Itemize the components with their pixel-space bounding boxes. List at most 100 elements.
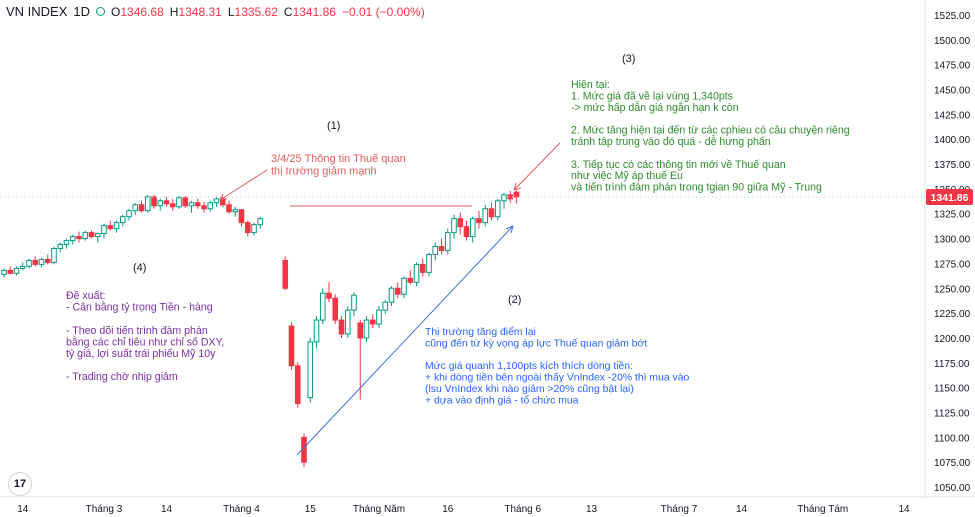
candle-body <box>357 322 364 339</box>
candle-body <box>432 246 439 255</box>
uptrend-line <box>296 225 514 456</box>
candle-body <box>7 269 14 274</box>
time-axis[interactable]: 14 Tháng 3 14 Tháng 4 15 Tháng Năm 16 Tháng 6 13… <box>17 504 910 515</box>
candle-body <box>201 205 207 210</box>
label-1-line: (1) <box>327 120 340 132</box>
candle-body <box>151 196 157 207</box>
candle-body <box>288 325 295 367</box>
candle-body <box>326 292 332 299</box>
time-tick-label: 15 <box>305 504 317 515</box>
time-tick-label: 14 <box>161 504 173 515</box>
recovery-note-line: cũng đến từ kỳ vọng áp lực Thuế quan giả… <box>425 337 647 349</box>
candle-body <box>119 216 126 224</box>
uptrend-arrowhead-icon <box>505 225 514 234</box>
proposal-note: Đề xuất: - Cân bằng tỷ trọng Tiền - hàng -… <box>66 290 224 383</box>
candle-body <box>63 240 70 246</box>
price-tick-label: 1200.00 <box>934 334 971 345</box>
candle-body <box>463 226 470 238</box>
current-note: Hiện tại: 1. Mức giá đã về lại vùng 1,340… <box>571 79 850 194</box>
current-note-line: và tiến trình đàm phán trong tgian 90 gi… <box>571 182 822 194</box>
candle-body <box>44 258 51 263</box>
proposal-note-line: - Theo dõi tiến trình đàm phán <box>66 325 208 337</box>
candle-body <box>363 319 370 339</box>
label-2-line: (2) <box>508 294 521 306</box>
current-note-line: 1. Mức giá đã về lại vùng 1,340pts <box>571 90 733 102</box>
recovery-note-line: Thị trường tăng điểm lại <box>425 326 536 338</box>
price-tick-label: 1325.00 <box>934 210 971 221</box>
high-value: 1348.31 <box>178 4 222 19</box>
low-label: L <box>227 4 235 19</box>
candle-body <box>13 267 20 274</box>
candle-body <box>257 218 264 226</box>
candle-body <box>213 198 220 204</box>
price-tick-label: 1075.00 <box>934 458 971 469</box>
price-tick-label: 1450.00 <box>934 85 971 96</box>
candle-body <box>207 202 214 210</box>
market-status-icon <box>96 7 106 16</box>
tradingview-logo-icon[interactable]: 17 <box>8 472 32 496</box>
candle-body <box>82 232 89 240</box>
candle-body <box>138 204 145 212</box>
candle-body <box>488 208 495 218</box>
candle-body <box>57 244 64 250</box>
interval-label[interactable]: 1D <box>73 4 91 19</box>
change-value: −0.01 (−0.00%) <box>341 4 425 19</box>
label-2: (2) <box>508 294 521 306</box>
candle-body <box>344 309 351 335</box>
tariff-arrow <box>219 169 268 201</box>
price-tick-label: 1500.00 <box>934 36 971 47</box>
price-tick-label: 1225.00 <box>934 309 971 320</box>
close-label: C <box>283 4 293 19</box>
candle-body <box>513 191 520 198</box>
time-tick-label: 13 <box>586 504 598 515</box>
price-tick-label: 1525.00 <box>934 11 971 22</box>
current-note-line: như việc Mỹ áp thuế Eu <box>571 170 683 182</box>
open-label: O <box>111 4 121 19</box>
candle-body <box>444 232 451 251</box>
price-tick-label: 1400.00 <box>934 135 971 146</box>
label-3: (3) <box>622 53 635 65</box>
tariff-arrowhead-icon <box>219 193 228 201</box>
price-tick-label: 1425.00 <box>934 110 971 121</box>
candle-body <box>407 277 414 283</box>
time-tick-label: 16 <box>442 504 454 515</box>
grid <box>0 0 975 498</box>
price-tick-label: 1250.00 <box>934 284 971 295</box>
proposal-note-line: Đề xuất: <box>66 290 105 302</box>
recovery-note-line: + khi dòng tiền bên ngoài thấy VnIndex -… <box>425 372 689 384</box>
time-tick-label: Tháng 7 <box>661 504 698 515</box>
candle-body <box>176 197 182 208</box>
candle-body <box>338 319 345 335</box>
current-arrowhead-icon <box>513 182 522 191</box>
recovery-note-line: + dựa vào định giá - tổ chức mua <box>425 394 579 406</box>
candle-body <box>501 194 507 202</box>
candle-body <box>451 218 457 234</box>
price-tick-label: 1150.00 <box>934 384 970 395</box>
low-value: 1335.62 <box>234 4 278 19</box>
open-value: 1346.68 <box>120 4 164 19</box>
recovery-note-line: Mức giá quanh 1,100pts kích thích dòng t… <box>425 360 633 372</box>
price-axis[interactable]: 1050.00 1075.00 1100.00 1125.00 1150.00 1175.… <box>926 11 973 494</box>
candle-body <box>188 202 195 207</box>
candle-body <box>182 197 189 207</box>
candle-body <box>69 236 76 242</box>
time-tick-label: Tháng Năm <box>353 504 405 515</box>
candle-body <box>382 301 389 311</box>
candle-body <box>1 269 7 275</box>
symbol-name[interactable]: VN INDEX <box>6 4 68 19</box>
recovery-note: Thị trường tăng điểm lại cũng đến từ kỳ v… <box>425 326 689 406</box>
candle-body <box>144 196 151 212</box>
label-4-line: (4) <box>133 262 146 274</box>
candle-body <box>76 236 82 240</box>
recovery-note-line: (lsu VnIndex khi nào giảm >20% cũng bật … <box>425 384 634 395</box>
candle-body <box>476 218 482 224</box>
candle-body <box>426 253 432 273</box>
label-1: (1) <box>327 120 340 132</box>
candle-body <box>38 258 45 265</box>
candle-body <box>369 319 376 325</box>
current-note-line: -> mức hấp dẫn giá ngắn hạn k còn <box>571 101 739 114</box>
candle-body <box>194 202 201 207</box>
proposal-note-line: - Trading chờ nhịp giảm <box>66 371 178 383</box>
price-tick-label: 1300.00 <box>934 235 971 246</box>
